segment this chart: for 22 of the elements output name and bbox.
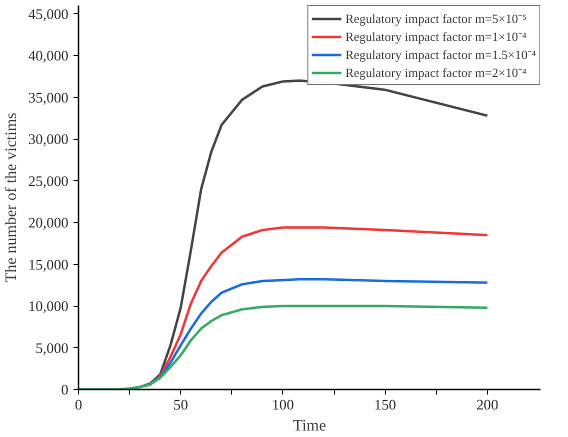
y-tick-label: 30,000 xyxy=(28,132,69,148)
y-tick-label: 10,000 xyxy=(28,299,69,316)
legend-label: Regulatory impact factor m=1.5×10⁻⁴ xyxy=(345,47,536,63)
legend-label: Regulatory impact factor m=2×10⁻⁴ xyxy=(345,65,527,81)
y-tick-label: 5,000 xyxy=(36,340,69,357)
line-series xyxy=(78,304,489,390)
x-axis-title: Time xyxy=(292,418,326,434)
y-tick-label: 20,000 xyxy=(28,216,69,232)
y-tick-label: 0 xyxy=(61,382,68,398)
y-tick-label: 25,000 xyxy=(28,174,69,190)
y-tick-label: 35,000 xyxy=(28,90,69,106)
x-tick-label: 200 xyxy=(476,398,498,414)
x-tick-label: 100 xyxy=(272,398,294,414)
x-tick-label: 150 xyxy=(374,398,396,414)
y-tick-label: 15,000 xyxy=(28,257,69,274)
x-tick-label: 0 xyxy=(74,398,82,414)
x-tick-label: 50 xyxy=(173,398,188,414)
y-axis-title: The number of the victims xyxy=(3,112,20,282)
y-tick-label: 40,000 xyxy=(28,48,69,65)
legend-label: Regulatory impact factor m=1×10⁻⁴ xyxy=(345,29,527,45)
y-tick-label: 45,000 xyxy=(28,6,69,23)
legend-label: Regulatory impact factor m=5×10⁻⁵ xyxy=(345,11,527,27)
